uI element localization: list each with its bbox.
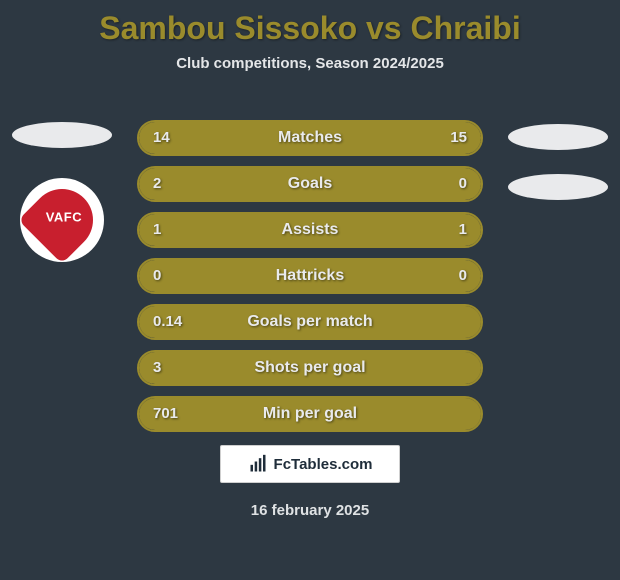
- player-right-avatar1: [508, 124, 608, 150]
- player-left-avatar: [12, 122, 112, 148]
- stat-label: Goals: [139, 168, 481, 200]
- stat-label: Min per goal: [139, 398, 481, 430]
- stat-label: Goals per match: [139, 306, 481, 338]
- stat-row: Hattricks0 0: [137, 258, 483, 294]
- stat-val-left: 1: [153, 214, 161, 246]
- stat-row: Shots per goal3: [137, 350, 483, 386]
- stat-row: Goals per match0.14: [137, 304, 483, 340]
- stat-row: Goals2 0: [137, 166, 483, 202]
- stat-row: Matches14 15: [137, 120, 483, 156]
- stat-val-right: 0: [459, 168, 467, 200]
- stat-val-right: 15: [450, 122, 467, 154]
- branding-box: FcTables.com: [220, 445, 400, 483]
- club-logo: VAFC: [20, 178, 104, 262]
- club-logo-text: VAFC: [46, 209, 82, 224]
- stat-val-left: 701: [153, 398, 178, 430]
- stat-row: Assists1 1: [137, 212, 483, 248]
- branding-text: FcTables.com: [274, 456, 373, 473]
- stat-row: Min per goal701: [137, 396, 483, 432]
- stat-val-right: 1: [459, 214, 467, 246]
- subtitle: Club competitions, Season 2024/2025: [0, 55, 620, 72]
- stat-val-left: 14: [153, 122, 170, 154]
- player-right-avatar2: [508, 174, 608, 200]
- stat-val-left: 0: [153, 260, 161, 292]
- stat-val-left: 3: [153, 352, 161, 384]
- page-title: Sambou Sissoko vs Chraibi: [0, 0, 620, 47]
- stat-label: Hattricks: [139, 260, 481, 292]
- chart-bars-icon: [248, 454, 268, 474]
- stat-label: Shots per goal: [139, 352, 481, 384]
- stats-container: Matches1415Goals20Assists11Hattricks00Go…: [137, 120, 483, 442]
- date-text: 16 february 2025: [0, 502, 620, 519]
- stat-label: Matches: [139, 122, 481, 154]
- stat-label: Assists: [139, 214, 481, 246]
- stat-val-left: 2: [153, 168, 161, 200]
- stat-val-right: 0: [459, 260, 467, 292]
- stat-val-left: 0.14: [153, 306, 182, 338]
